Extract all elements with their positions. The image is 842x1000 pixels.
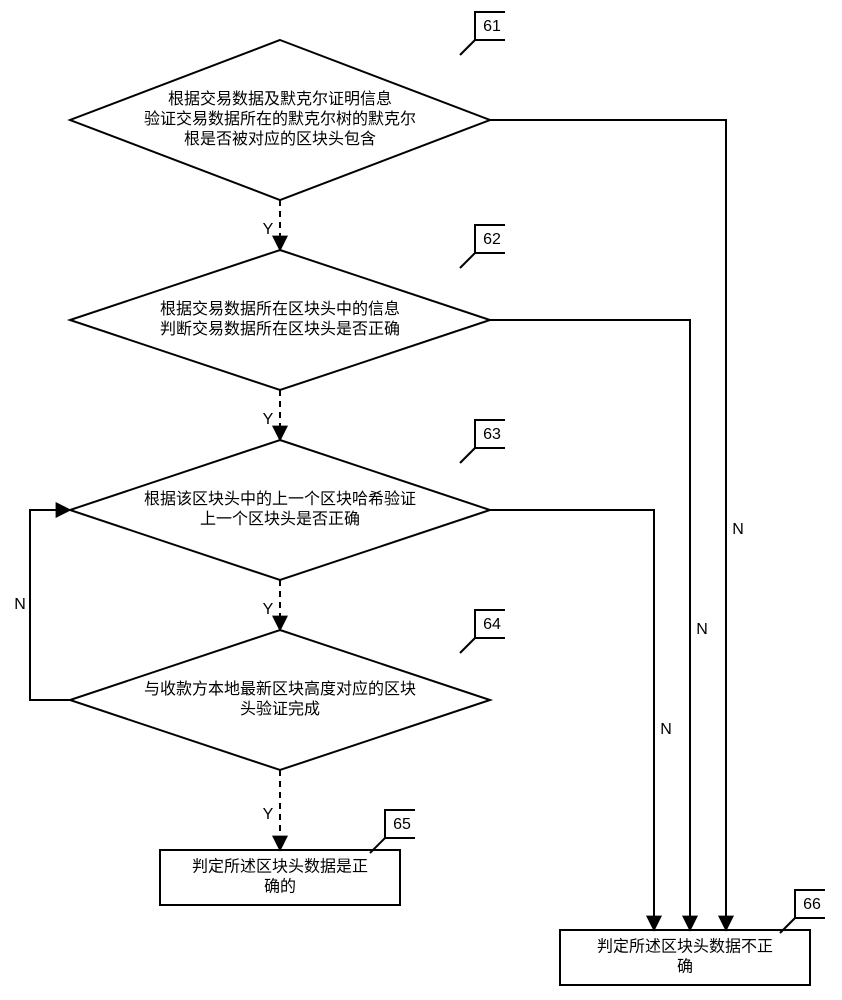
process-r65-text: 确的 bbox=[264, 878, 296, 896]
edge-label-d62_d63: Y bbox=[263, 411, 274, 428]
edge-label-d63_n: N bbox=[660, 721, 672, 738]
edge-label-d61_d62: Y bbox=[263, 221, 274, 238]
step-label-l66: 66 bbox=[803, 896, 821, 913]
step-tail-l61 bbox=[460, 40, 475, 55]
flowchart: 根据交易数据及默克尔证明信息验证交易数据所在的默克尔树的默克尔根是否被对应的区块… bbox=[0, 0, 842, 1000]
decision-d62-text: 根据交易数据所在区块头中的信息 bbox=[160, 300, 400, 318]
step-tail-l64 bbox=[460, 638, 475, 653]
step-label-l61: 61 bbox=[483, 18, 501, 35]
decision-d62 bbox=[70, 250, 490, 390]
decision-d61-text: 验证交易数据所在的默克尔树的默克尔 bbox=[144, 110, 416, 128]
step-label-l62: 62 bbox=[483, 231, 501, 248]
decision-d63-text: 根据该区块头中的上一个区块哈希验证 bbox=[144, 490, 416, 508]
step-tail-l62 bbox=[460, 253, 475, 268]
decision-d63-text: 上一个区块头是否正确 bbox=[200, 510, 360, 528]
edge-label-d63_d64: Y bbox=[263, 601, 274, 618]
edge-label-d62_n: N bbox=[696, 621, 708, 638]
decision-d62-text: 判断交易数据所在区块头是否正确 bbox=[160, 320, 400, 338]
decision-d64-text: 头验证完成 bbox=[240, 700, 320, 718]
step-label-l64: 64 bbox=[483, 616, 501, 633]
edge-label-d64_back: N bbox=[14, 596, 26, 613]
process-r65-text: 判定所述区块头数据是正 bbox=[192, 858, 368, 876]
step-label-l63: 63 bbox=[483, 426, 501, 443]
edge-d63_n bbox=[490, 510, 654, 930]
decision-d64-text: 与收款方本地最新区块高度对应的区块 bbox=[144, 679, 416, 698]
decision-d63 bbox=[70, 440, 490, 580]
edge-label-d64_r65: Y bbox=[263, 806, 274, 823]
decision-d64 bbox=[70, 630, 490, 770]
decision-d61-text: 根据交易数据及默克尔证明信息 bbox=[168, 90, 392, 108]
edge-d64_back bbox=[30, 510, 70, 700]
process-r66-text: 确 bbox=[677, 958, 693, 976]
process-r66-text: 判定所述区块头数据不正 bbox=[597, 938, 773, 956]
edge-d62_n bbox=[490, 320, 690, 930]
step-label-l65: 65 bbox=[393, 816, 411, 833]
decision-d61-text: 根是否被对应的区块头包含 bbox=[184, 129, 376, 148]
edge-label-d61_n: N bbox=[732, 521, 744, 538]
step-tail-l63 bbox=[460, 448, 475, 463]
